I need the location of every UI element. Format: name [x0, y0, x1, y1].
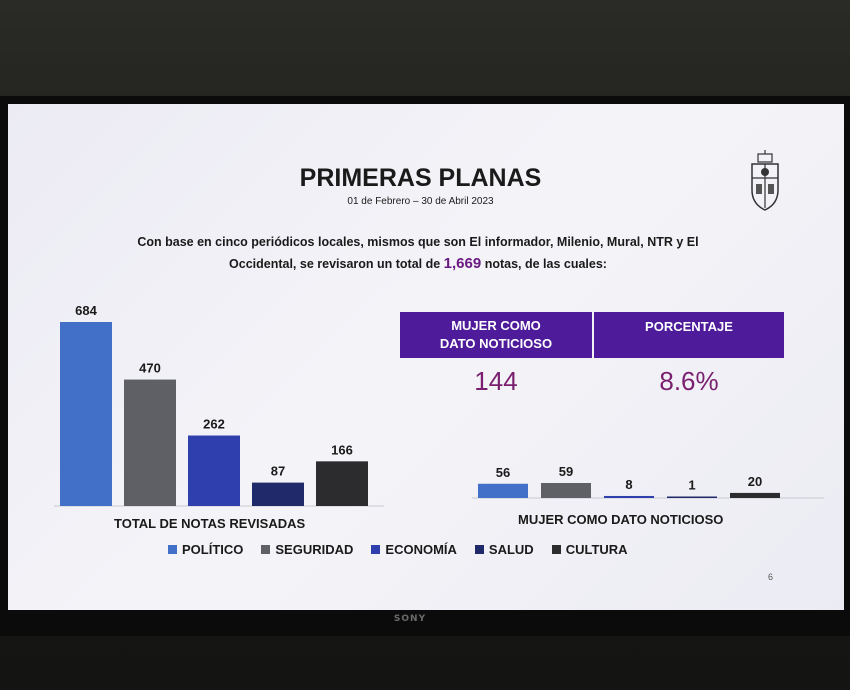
total-bar-0 [60, 322, 112, 506]
women-bar-1 [541, 483, 591, 498]
total-bar-2 [188, 435, 240, 506]
woman-data-header-line1: MUJER COMO [451, 318, 541, 333]
percentage-header: PORCENTAJE [594, 312, 784, 358]
total-bar-label-1: 470 [139, 361, 161, 376]
total-bar-3 [252, 482, 304, 506]
total-notes-chart-title: TOTAL DE NOTAS REVISADAS [114, 516, 306, 531]
legend-label-economia: ECONOMÍA [385, 542, 457, 557]
intro-line-1: Con base en cinco periódicos locales, mi… [137, 235, 699, 249]
intro-line-2: Occidental, se revisaron un total de [229, 257, 444, 271]
legend-item-cultura: CULTURA [551, 542, 628, 557]
legend-swatch-economia [371, 545, 381, 554]
percentage-value: 8.6% [659, 366, 719, 396]
intro-total-notes: 1,669 [443, 255, 482, 272]
monitor-brand: SONY [393, 614, 427, 624]
women-bar-label-0: 56 [496, 465, 510, 480]
women-bar-label-1: 59 [559, 464, 573, 479]
legend-item-politico: POLÍTICO [168, 542, 243, 557]
women-bar-4 [730, 492, 780, 498]
slide-date-range: 01 de Febrero – 30 de Abril 2023 [347, 196, 494, 207]
women-bar-2 [604, 495, 654, 498]
chart-legend: POLÍTICO SEGURIDAD ECONOMÍA SALUD CULTUR… [168, 542, 628, 557]
legend-swatch-salud [474, 545, 484, 554]
legend-label-cultura: CULTURA [565, 542, 628, 557]
women-bar-0 [478, 483, 528, 498]
total-bar-label-0: 684 [75, 303, 97, 318]
total-bar-4 [316, 461, 368, 506]
presentation-slide: PRIMERAS PLANAS 01 de Febrero – 30 de Ab… [8, 104, 844, 610]
total-bar-label-3: 87 [271, 464, 285, 479]
legend-item-salud: SALUD [474, 542, 534, 557]
women-bar-label-3: 1 [688, 478, 695, 493]
percentage-header-label: PORCENTAJE [645, 319, 733, 334]
legend-label-seguridad: SEGURIDAD [275, 542, 354, 557]
women-bar-label-2: 8 [625, 477, 632, 492]
women-bar-3 [667, 496, 717, 498]
legend-label-salud: SALUD [488, 542, 534, 557]
intro-line-3: notas, de las cuales: [481, 257, 607, 271]
legend-item-economia: ECONOMÍA [371, 542, 457, 557]
charts-canvas: 684 470 262 87 166 56 59 8 1 20 [54, 303, 824, 507]
total-bar-1 [124, 379, 176, 506]
legend-label-politico: POLÍTICO [182, 542, 244, 557]
women-bar-label-4: 20 [748, 474, 762, 489]
woman-data-value: 144 [474, 366, 518, 396]
university-crest-icon [751, 150, 779, 211]
woman-data-header: MUJER COMO DATO NOTICIOSO [400, 312, 592, 358]
total-bar-label-4: 166 [331, 442, 353, 457]
slide-title: PRIMERAS PLANAS [299, 164, 542, 192]
legend-item-seguridad: SEGURIDAD [261, 542, 353, 557]
total-bar-label-2: 262 [203, 417, 225, 432]
women-chart-title: MUJER COMO DATO NOTICIOSO [518, 512, 724, 527]
page-number: 6 [768, 572, 774, 582]
intro-text: Con base en cinco periódicos locales, mi… [108, 232, 728, 275]
legend-swatch-cultura [551, 545, 561, 554]
woman-data-header-line2: DATO NOTICIOSO [439, 336, 553, 351]
legend-swatch-politico [168, 545, 177, 554]
legend-swatch-seguridad [261, 545, 271, 554]
